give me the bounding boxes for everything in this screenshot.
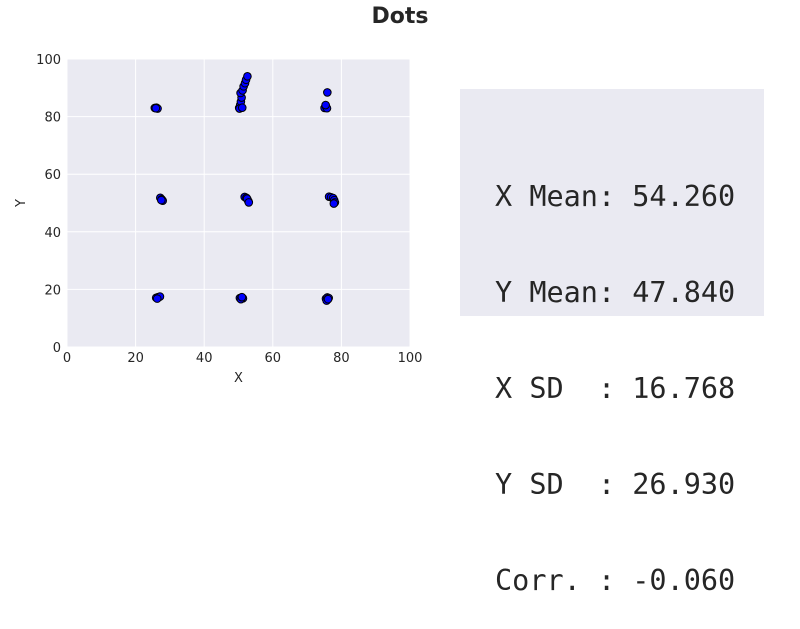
chart-title: Dots [371, 4, 429, 29]
data-point [323, 88, 332, 97]
data-point [151, 103, 161, 113]
y-tick-label: 80 [44, 111, 61, 126]
data-point [329, 199, 339, 208]
y-axis-label: Y [14, 199, 29, 208]
y-tick-label: 100 [36, 53, 61, 68]
data-point [243, 71, 252, 81]
data-point [237, 103, 247, 112]
data-point [321, 100, 330, 110]
stat-y-sd: Y SD : 26.930 [495, 468, 736, 501]
x-tick-label: 40 [196, 351, 213, 366]
data-point [152, 294, 162, 303]
y-tick-label: 0 [53, 341, 61, 356]
data-point [323, 294, 333, 304]
y-tick-label: 20 [44, 283, 61, 298]
y-tick-label: 60 [44, 168, 61, 183]
x-tick-label: 60 [265, 351, 282, 366]
x-tick-label: 100 [398, 351, 423, 366]
x-tick-label: 0 [63, 351, 71, 366]
data-point [237, 292, 247, 302]
data-point [244, 198, 254, 207]
x-axis-label: X [234, 371, 243, 386]
x-tick-label: 20 [127, 351, 144, 366]
stat-y-mean: Y Mean: 47.840 [495, 276, 736, 309]
stat-x-sd: X SD : 16.768 [495, 372, 736, 405]
stat-x-mean: X Mean: 54.260 [495, 180, 736, 213]
x-tick-label: 80 [333, 351, 350, 366]
scatter-chart: 0 20 40 60 80 100 0 20 40 60 80 100 X Y [14, 53, 423, 386]
y-tick-label: 40 [44, 226, 61, 241]
stat-corr: Corr. : -0.060 [495, 564, 736, 597]
stats-panel: X Mean: 54.260 Y Mean: 47.840 X SD : 16.… [460, 89, 764, 597]
data-point [157, 195, 166, 205]
